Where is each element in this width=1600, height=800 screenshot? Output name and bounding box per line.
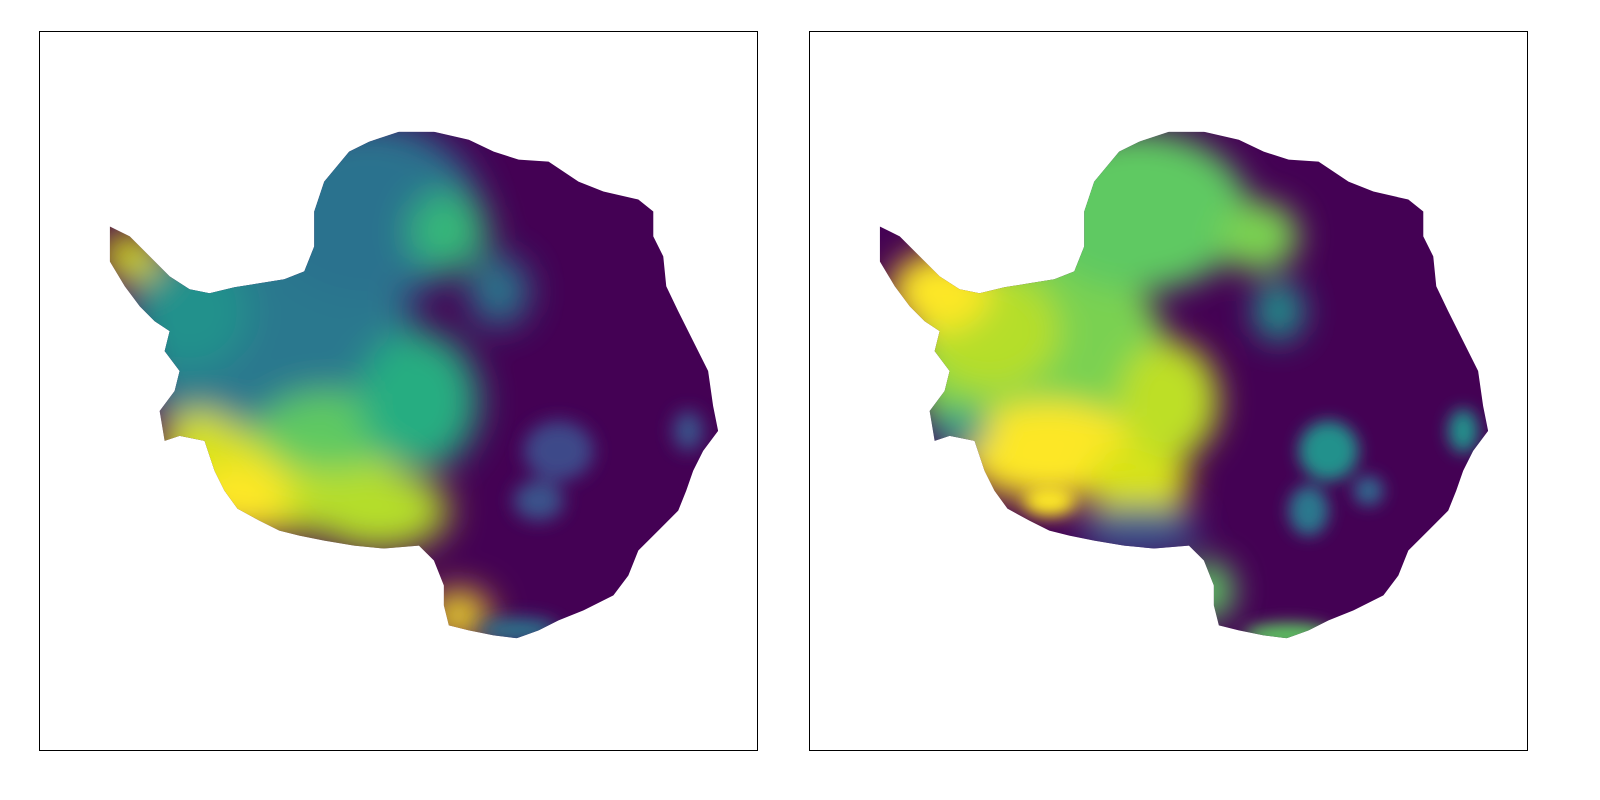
- field-layer-right: [879, 131, 1489, 639]
- map-panel-right: [809, 31, 1528, 751]
- field-layer-left: [109, 131, 719, 639]
- map-panel-left: [39, 31, 758, 751]
- antarctica-field-map-left: [109, 131, 719, 639]
- antarctica-field-map-right: [879, 131, 1489, 639]
